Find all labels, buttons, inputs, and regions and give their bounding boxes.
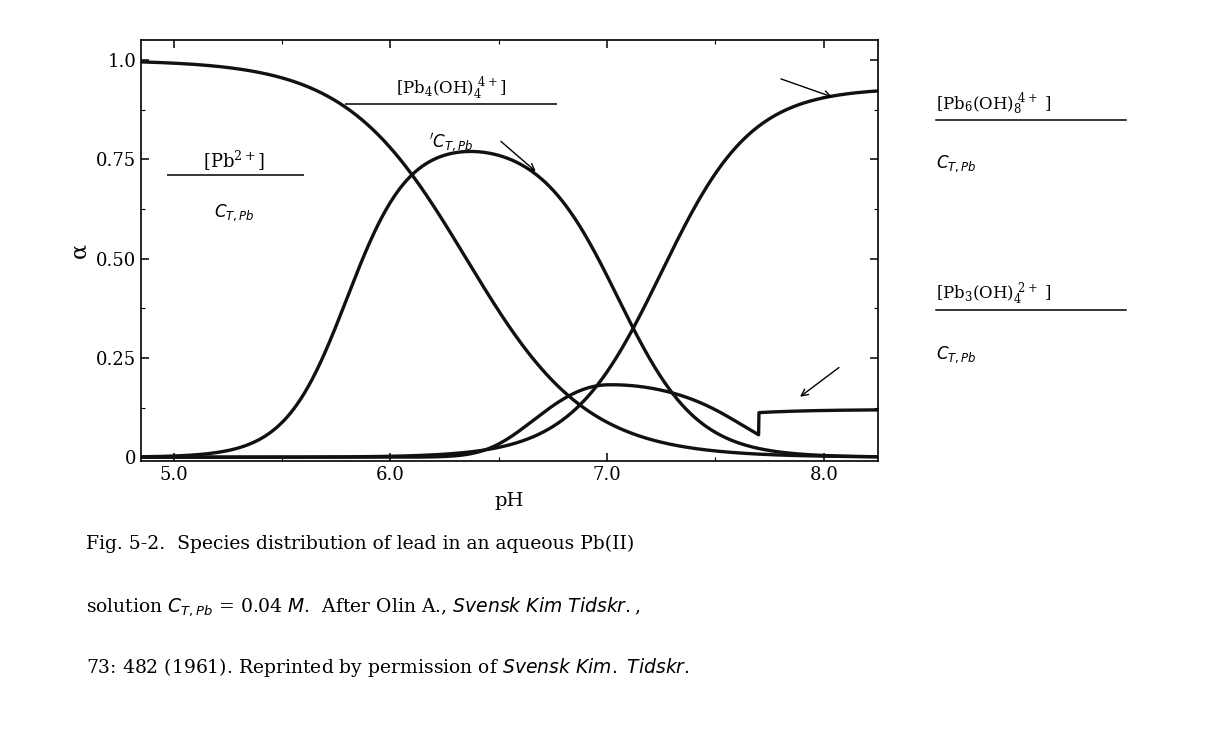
Text: $\mathit{C}_{\mathit{T},\mathit{Pb}}$: $\mathit{C}_{\mathit{T},\mathit{Pb}}$ <box>936 154 976 174</box>
Text: solution $C_{T,Pb}$ = 0.04 $M$.  After Olin A., $\mathit{Svensk\ Kim\ Tidskr.}$,: solution $C_{T,Pb}$ = 0.04 $M$. After Ol… <box>86 595 640 618</box>
Text: $\mathregular{[Pb^{2+}]}$: $\mathregular{[Pb^{2+}]}$ <box>204 149 265 173</box>
Text: $\mathregular{[Pb_6(OH)_8^{\ 4+}\ ]}$: $\mathregular{[Pb_6(OH)_8^{\ 4+}\ ]}$ <box>936 92 1051 117</box>
Y-axis label: α: α <box>69 243 91 258</box>
Text: Fig. 5-2.  Species distribution of lead in an aqueous Pb(II): Fig. 5-2. Species distribution of lead i… <box>86 534 634 553</box>
Text: $\mathregular{[Pb_3(OH)_4^{\ 2+}\ ]}$: $\mathregular{[Pb_3(OH)_4^{\ 2+}\ ]}$ <box>936 280 1051 307</box>
Text: $\mathit{C}_{\mathit{T},\mathit{Pb}}$: $\mathit{C}_{\mathit{T},\mathit{Pb}}$ <box>214 202 254 223</box>
Text: $\mathit{C}_{\mathit{T},\mathit{Pb}}$: $\mathit{C}_{\mathit{T},\mathit{Pb}}$ <box>936 344 976 365</box>
X-axis label: pH: pH <box>495 493 524 510</box>
Text: 73: 482 (1961). Reprinted by permission of $\mathit{Svensk\ Kim.\ Tidskr.}$: 73: 482 (1961). Reprinted by permission … <box>86 656 689 679</box>
Text: $\mathregular{[ Pb_4(OH)_4^{\ 4+} ]}$: $\mathregular{[ Pb_4(OH)_4^{\ 4+} ]}$ <box>395 75 506 102</box>
Text: $'\mathit{C}_{\mathit{T},\mathit{Pb}}$: $'\mathit{C}_{\mathit{T},\mathit{Pb}}$ <box>429 132 473 154</box>
